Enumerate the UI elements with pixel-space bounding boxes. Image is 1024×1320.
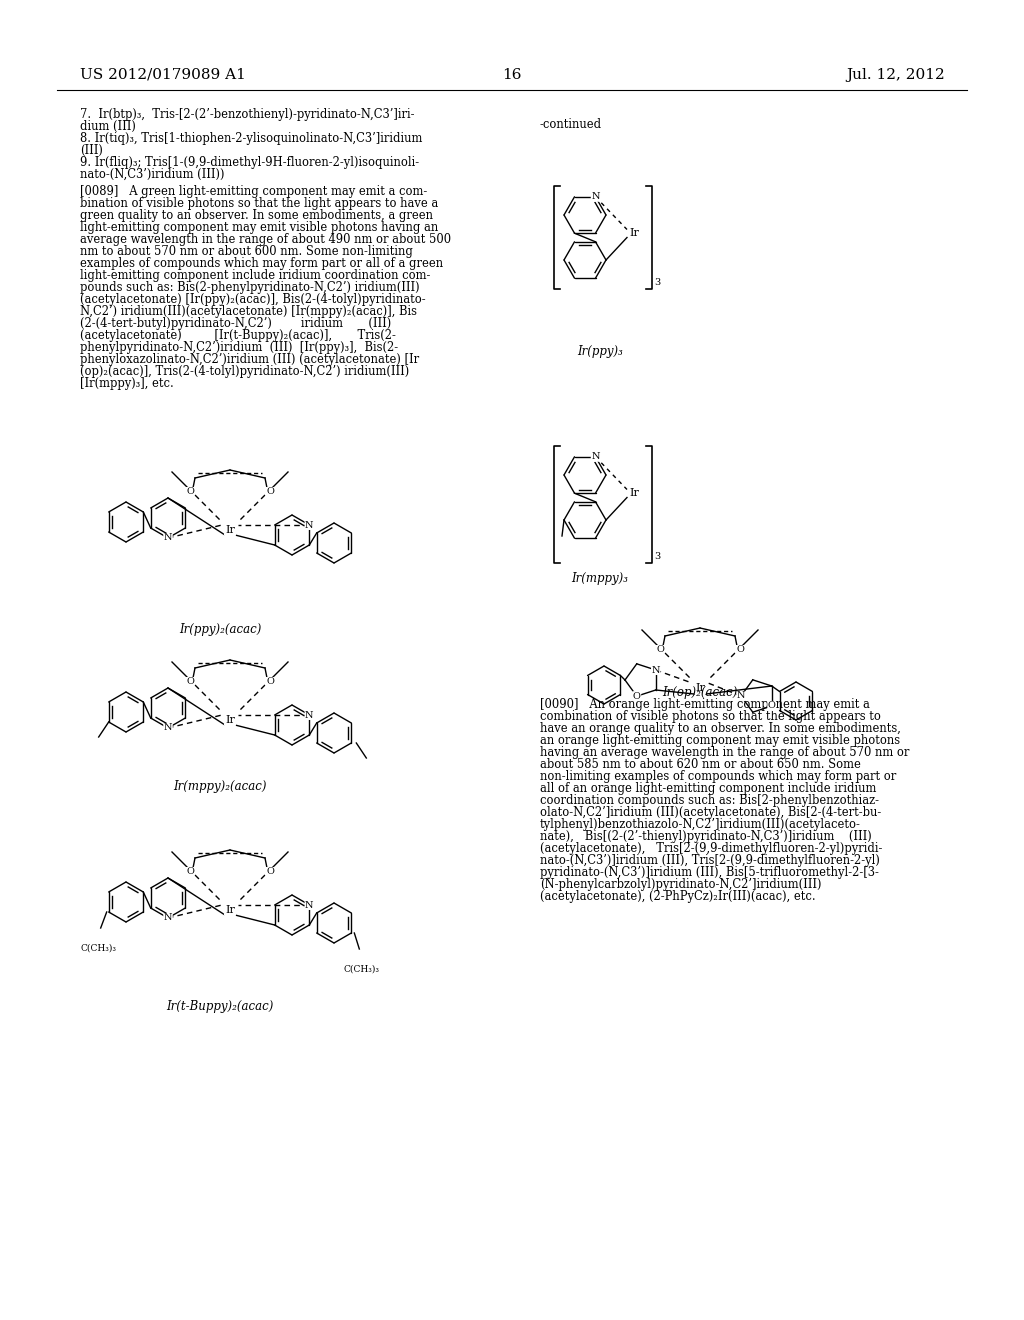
Text: (2-(4-tert-butyl)pyridinato-N,C2’)        iridium       (III): (2-(4-tert-butyl)pyridinato-N,C2’) iridi…	[80, 317, 391, 330]
Text: nm to about 570 nm or about 600 nm. Some non-limiting: nm to about 570 nm or about 600 nm. Some…	[80, 246, 413, 257]
Text: N: N	[164, 723, 172, 733]
Text: Ir: Ir	[225, 715, 234, 725]
Text: Ir: Ir	[695, 682, 705, 693]
Text: all of an orange light-emitting component include iridium: all of an orange light-emitting componen…	[540, 781, 877, 795]
Text: Ir(op)₂(acac): Ir(op)₂(acac)	[663, 686, 737, 700]
Text: 8. Ir(tiq)₃, Tris[1-thiophen-2-ylisoquinolinato-N,C3’]iridium: 8. Ir(tiq)₃, Tris[1-thiophen-2-ylisoquin…	[80, 132, 422, 145]
Text: olato-N,C2’]iridium (III)(acetylacetonate), Bis[2-(4-tert-bu-: olato-N,C2’]iridium (III)(acetylacetonat…	[540, 807, 882, 818]
Text: N: N	[651, 665, 660, 675]
Text: Ir: Ir	[225, 525, 234, 535]
Text: pyridinato-(N,C3’)]iridium (III), Bis[5-trifluoromethyl-2-[3-: pyridinato-(N,C3’)]iridium (III), Bis[5-…	[540, 866, 879, 879]
Text: [0089]   A green light-emitting component may emit a com-: [0089] A green light-emitting component …	[80, 185, 427, 198]
Text: having an average wavelength in the range of about 570 nm or: having an average wavelength in the rang…	[540, 746, 909, 759]
Text: N: N	[305, 710, 313, 719]
Text: O: O	[633, 692, 641, 701]
Text: 3: 3	[654, 552, 660, 561]
Text: Ir(t-Buppy)₂(acac): Ir(t-Buppy)₂(acac)	[166, 1001, 273, 1012]
Text: Ir(mppy)₃: Ir(mppy)₃	[571, 572, 629, 585]
Text: nate),   Bis[(2-(2’-thienyl)pyridinato-N,C3’)]iridium    (III): nate), Bis[(2-(2’-thienyl)pyridinato-N,C…	[540, 830, 871, 843]
Text: bination of visible photons so that the light appears to have a: bination of visible photons so that the …	[80, 197, 438, 210]
Text: Ir: Ir	[629, 227, 639, 238]
Text: Jul. 12, 2012: Jul. 12, 2012	[846, 69, 945, 82]
Text: (acetylacetonate)         [Ir(t-Buppy)₂(acac)],       Tris(2-: (acetylacetonate) [Ir(t-Buppy)₂(acac)], …	[80, 329, 396, 342]
Text: non-limiting examples of compounds which may form part or: non-limiting examples of compounds which…	[540, 770, 896, 783]
Text: US 2012/0179089 A1: US 2012/0179089 A1	[80, 69, 246, 82]
Text: O: O	[736, 645, 744, 655]
Text: N: N	[164, 533, 172, 543]
Text: about 585 nm to about 620 nm or about 650 nm. Some: about 585 nm to about 620 nm or about 65…	[540, 758, 861, 771]
Text: N,C2’) iridium(III)(acetylacetonate) [Ir(mppy)₂(acac)], Bis: N,C2’) iridium(III)(acetylacetonate) [Ir…	[80, 305, 417, 318]
Text: C(CH₃)₃: C(CH₃)₃	[343, 965, 379, 974]
Text: Ir(mppy)₂(acac): Ir(mppy)₂(acac)	[173, 780, 266, 793]
Text: (N-phenylcarbzolyl)pyridinato-N,C2’]iridium(III): (N-phenylcarbzolyl)pyridinato-N,C2’]irid…	[540, 878, 821, 891]
Text: nato-(N,C3’)]iridium (III), Tris[2-(9,9-dimethylfluoren-2-yl): nato-(N,C3’)]iridium (III), Tris[2-(9,9-…	[540, 854, 880, 867]
Text: -continued: -continued	[540, 117, 602, 131]
Text: 7.  Ir(btp)₃,  Tris-[2-(2’-benzothienyl)-pyridinato-N,C3’]iri-: 7. Ir(btp)₃, Tris-[2-(2’-benzothienyl)-p…	[80, 108, 415, 121]
Text: (acetylacetonate), (2-PhPyCz)₂Ir(III)(acac), etc.: (acetylacetonate), (2-PhPyCz)₂Ir(III)(ac…	[540, 890, 816, 903]
Text: examples of compounds which may form part or all of a green: examples of compounds which may form par…	[80, 257, 443, 271]
Text: N: N	[591, 193, 600, 202]
Text: phenyloxazolinato-N,C2’)iridium (III) (acetylacetonate) [Ir: phenyloxazolinato-N,C2’)iridium (III) (a…	[80, 352, 419, 366]
Text: N: N	[591, 453, 600, 461]
Text: Ir(ppy)₃: Ir(ppy)₃	[578, 345, 623, 358]
Text: coordination compounds such as: Bis[2-phenylbenzothiaz-: coordination compounds such as: Bis[2-ph…	[540, 795, 879, 807]
Text: (III): (III)	[80, 144, 102, 157]
Text: have an orange quality to an observer. In some embodiments,: have an orange quality to an observer. I…	[540, 722, 901, 735]
Text: phenylpyridinato-N,C2’)iridium  (III)  [Ir(ppy)₃],  Bis(2-: phenylpyridinato-N,C2’)iridium (III) [Ir…	[80, 341, 398, 354]
Text: (op)₂(acac)], Tris(2-(4-tolyl)pyridinato-N,C2’) iridium(III): (op)₂(acac)], Tris(2-(4-tolyl)pyridinato…	[80, 366, 410, 378]
Text: O: O	[768, 701, 776, 710]
Text: Ir: Ir	[629, 487, 639, 498]
Text: N: N	[164, 913, 172, 923]
Text: 9. Ir(fliq)₃; Tris[1-(9,9-dimethyl-9H-fluoren-2-yl)isoquinoli-: 9. Ir(fliq)₃; Tris[1-(9,9-dimethyl-9H-fl…	[80, 156, 419, 169]
Text: [Ir(mppy)₃], etc.: [Ir(mppy)₃], etc.	[80, 378, 174, 389]
Text: an orange light-emitting component may emit visible photons: an orange light-emitting component may e…	[540, 734, 900, 747]
Text: (acetylacetonate),   Tris[2-(9,9-dimethylfluoren-2-yl)pyridi-: (acetylacetonate), Tris[2-(9,9-dimethylf…	[540, 842, 883, 855]
Text: O: O	[266, 487, 274, 496]
Text: O: O	[186, 867, 194, 876]
Text: O: O	[186, 677, 194, 686]
Text: N: N	[305, 520, 313, 529]
Text: O: O	[266, 867, 274, 876]
Text: Ir: Ir	[225, 906, 234, 915]
Text: combination of visible photons so that the light appears to: combination of visible photons so that t…	[540, 710, 881, 723]
Text: dium (III): dium (III)	[80, 120, 136, 133]
Text: average wavelength in the range of about 490 nm or about 500: average wavelength in the range of about…	[80, 234, 452, 246]
Text: tylphenyl)benzothiazolo-N,C2’]iridium(III)(acetylaceto-: tylphenyl)benzothiazolo-N,C2’]iridium(II…	[540, 818, 861, 832]
Text: Ir(ppy)₂(acac): Ir(ppy)₂(acac)	[179, 623, 261, 636]
Text: [0090]   An orange light-emitting component may emit a: [0090] An orange light-emitting componen…	[540, 698, 869, 711]
Text: light-emitting component may emit visible photons having an: light-emitting component may emit visibl…	[80, 220, 438, 234]
Text: 3: 3	[654, 279, 660, 286]
Text: O: O	[656, 645, 664, 655]
Text: (acetylacetonate) [Ir(ppy)₂(acac)], Bis(2-(4-tolyl)pyridinato-: (acetylacetonate) [Ir(ppy)₂(acac)], Bis(…	[80, 293, 426, 306]
Text: N: N	[736, 692, 745, 701]
Text: O: O	[266, 677, 274, 686]
Text: light-emitting component include iridium coordination com-: light-emitting component include iridium…	[80, 269, 430, 282]
Text: O: O	[186, 487, 194, 496]
Text: nato-(N,C3’)iridium (III)): nato-(N,C3’)iridium (III))	[80, 168, 224, 181]
Text: green quality to an observer. In some embodiments, a green: green quality to an observer. In some em…	[80, 209, 433, 222]
Text: 16: 16	[502, 69, 522, 82]
Text: C(CH₃)₃: C(CH₃)₃	[81, 944, 117, 953]
Text: N: N	[305, 900, 313, 909]
Text: pounds such as: Bis(2-phenylpyridinato-N,C2’) iridium(III): pounds such as: Bis(2-phenylpyridinato-N…	[80, 281, 420, 294]
